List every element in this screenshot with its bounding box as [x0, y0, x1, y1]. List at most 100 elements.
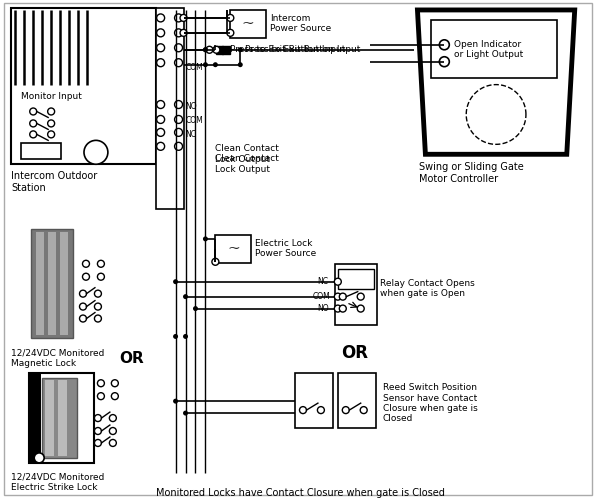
- Circle shape: [157, 44, 164, 52]
- Circle shape: [157, 128, 164, 136]
- Text: Swing or Sliding Gate
Motor Controller: Swing or Sliding Gate Motor Controller: [420, 162, 524, 184]
- Circle shape: [157, 100, 164, 108]
- Circle shape: [203, 48, 208, 52]
- Circle shape: [157, 14, 164, 22]
- Bar: [230, 10, 266, 38]
- Circle shape: [175, 58, 182, 66]
- Circle shape: [342, 406, 349, 414]
- Circle shape: [439, 56, 449, 66]
- Circle shape: [193, 306, 198, 311]
- Bar: [58, 380, 67, 456]
- Circle shape: [30, 131, 37, 138]
- Circle shape: [94, 303, 101, 310]
- Text: Reed Switch Position
Sensor have Contact
Closure when gate is
Closed: Reed Switch Position Sensor have Contact…: [383, 383, 477, 424]
- Circle shape: [111, 392, 119, 400]
- Circle shape: [94, 414, 101, 422]
- Circle shape: [203, 236, 208, 242]
- Text: NO: NO: [185, 102, 197, 111]
- Circle shape: [173, 279, 178, 284]
- Text: Monitored Locks have Contact Closure when gate is Closed: Monitored Locks have Contact Closure whe…: [156, 488, 445, 498]
- Circle shape: [173, 334, 178, 339]
- Circle shape: [82, 273, 89, 280]
- Circle shape: [97, 273, 104, 280]
- Bar: [45, 380, 54, 456]
- Bar: [31, 229, 73, 338]
- Circle shape: [213, 48, 218, 52]
- Circle shape: [439, 40, 449, 50]
- Bar: [36, 232, 44, 336]
- Circle shape: [97, 380, 104, 386]
- Circle shape: [34, 453, 44, 463]
- Circle shape: [360, 406, 367, 414]
- Text: COM: COM: [185, 116, 203, 125]
- Circle shape: [206, 46, 213, 54]
- Circle shape: [238, 62, 243, 67]
- Circle shape: [300, 406, 306, 414]
- Circle shape: [110, 428, 116, 434]
- Circle shape: [175, 29, 182, 37]
- Text: OR: OR: [119, 351, 144, 366]
- Text: OR: OR: [342, 344, 368, 362]
- Circle shape: [79, 303, 86, 310]
- Text: Clean Contact
Lock Output: Clean Contact Lock Output: [215, 154, 280, 174]
- Text: 12/24VDC Monitored
Electric Strike Lock: 12/24VDC Monitored Electric Strike Lock: [11, 473, 105, 492]
- Circle shape: [175, 142, 182, 150]
- Text: Press to Exit Button Input: Press to Exit Button Input: [245, 46, 361, 54]
- Circle shape: [334, 278, 342, 285]
- Circle shape: [180, 14, 187, 21]
- Circle shape: [97, 260, 104, 268]
- Circle shape: [79, 290, 86, 297]
- Bar: [335, 264, 377, 326]
- Polygon shape: [417, 10, 575, 154]
- Text: Intercom
Power Source: Intercom Power Source: [270, 14, 331, 34]
- Circle shape: [94, 290, 101, 297]
- Bar: [215, 235, 252, 263]
- Circle shape: [157, 58, 164, 66]
- Bar: [432, 20, 557, 78]
- Text: Open Indicator
or Light Output: Open Indicator or Light Output: [454, 40, 523, 59]
- Bar: [338, 269, 374, 288]
- Text: COM: COM: [185, 63, 203, 72]
- Circle shape: [110, 414, 116, 422]
- Circle shape: [318, 406, 324, 414]
- Text: ~: ~: [242, 17, 254, 31]
- Circle shape: [110, 440, 116, 446]
- Text: Monitor Input: Monitor Input: [21, 92, 82, 100]
- Text: COM: COM: [313, 292, 331, 301]
- Circle shape: [84, 140, 108, 164]
- Text: Relay Contact Opens
when gate is Open: Relay Contact Opens when gate is Open: [380, 278, 474, 298]
- Circle shape: [94, 315, 101, 322]
- Circle shape: [175, 100, 182, 108]
- Circle shape: [203, 48, 208, 52]
- Circle shape: [175, 44, 182, 52]
- Bar: [216, 46, 224, 54]
- Circle shape: [183, 410, 188, 416]
- Circle shape: [82, 260, 89, 268]
- Bar: [42, 378, 77, 458]
- Circle shape: [334, 305, 342, 312]
- Circle shape: [48, 120, 55, 127]
- Circle shape: [183, 294, 188, 299]
- Circle shape: [94, 440, 101, 446]
- Circle shape: [97, 392, 104, 400]
- Circle shape: [227, 14, 234, 21]
- Circle shape: [213, 62, 218, 67]
- Circle shape: [30, 120, 37, 127]
- Circle shape: [334, 293, 342, 300]
- Circle shape: [157, 29, 164, 37]
- Text: Electric Lock
Power Source: Electric Lock Power Source: [255, 239, 316, 258]
- Bar: [29, 374, 94, 463]
- Text: Intercom Outdoor
Station: Intercom Outdoor Station: [11, 171, 98, 193]
- Circle shape: [339, 293, 346, 300]
- Circle shape: [175, 14, 182, 22]
- Circle shape: [175, 116, 182, 124]
- Circle shape: [94, 428, 101, 434]
- Circle shape: [48, 108, 55, 115]
- Circle shape: [48, 131, 55, 138]
- Circle shape: [180, 30, 187, 36]
- Text: Clean Contact
Lock Output: Clean Contact Lock Output: [215, 144, 280, 164]
- Bar: [222, 46, 230, 54]
- Text: 12/24VDC Monitored
Magnetic Lock: 12/24VDC Monitored Magnetic Lock: [11, 348, 105, 368]
- Circle shape: [111, 380, 119, 386]
- Bar: [29, 374, 41, 463]
